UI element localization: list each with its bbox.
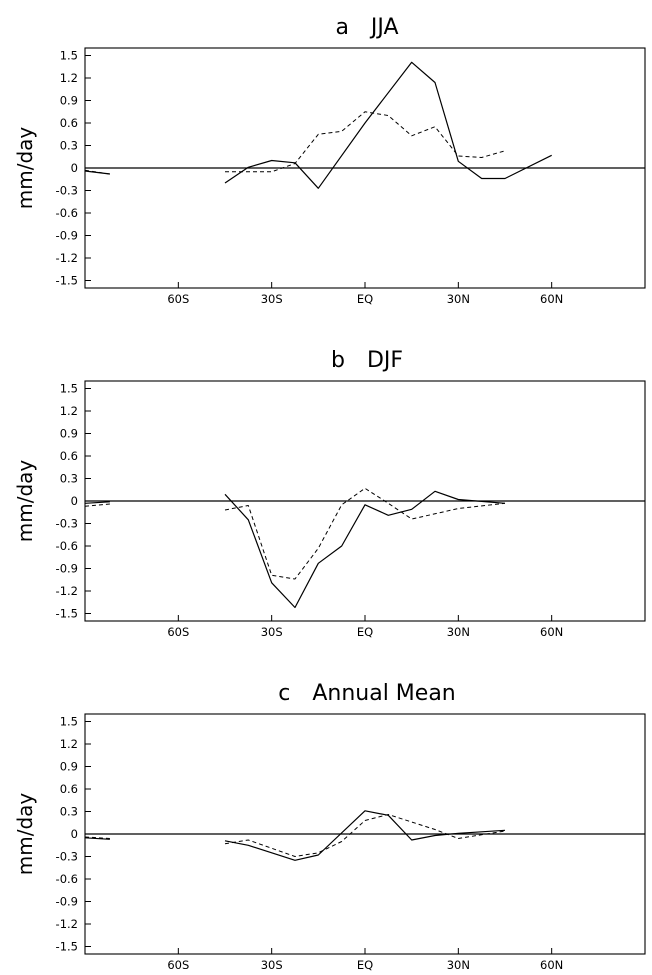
y-tick-label: -0.9 [56,229,78,243]
series-line-solid [84,170,110,175]
y-tick-label: -1.2 [56,584,78,598]
y-tick-label: -1.5 [56,940,78,954]
series-line-solid [224,810,506,861]
y-axis-label: mm/day [13,460,37,543]
panel-c: c Annual Mean mm/day 1.5 1.2 0.9 0.6 0.3 0 -0.3 -0… [13,681,646,972]
panel-letter: b [331,348,345,373]
x-tick-label: 30N [447,958,470,972]
panel-a: a JJA mm/day 1.5 1.2 0.9 0.6 0.3 0 -0.3 -0.6 -0.9 -1… [13,15,646,306]
y-axis-label: mm/day [13,127,37,210]
panel-title-text: DJF [367,348,403,373]
y-tick-label: 1.5 [60,715,78,729]
y-tick-label: 0 [71,494,78,508]
x-tick-label: 30S [261,625,283,639]
panel-title: c Annual Mean [278,681,456,706]
y-tick-label: -1.5 [56,607,78,621]
y-tick-label: 1.5 [60,49,78,63]
series-line-dashed [224,487,506,580]
y-tick-label: -0.6 [56,206,78,220]
series-line-dashed [224,814,506,857]
x-tick-label: 60S [167,625,189,639]
x-tick-label: 60N [540,958,563,972]
y-tick-label: -0.6 [56,872,78,886]
y-tick-label: 0.3 [60,139,78,153]
x-tick-label: 30N [447,625,470,639]
y-tick-label: 0.9 [60,760,78,774]
y-tick-label: -0.9 [56,895,78,909]
y-tick-label: 1.2 [60,737,78,751]
y-tick-label: -1.5 [56,274,78,288]
y-tick-label: 0 [71,161,78,175]
y-tick-label: 0 [71,827,78,841]
y-tick-label: 0.3 [60,472,78,486]
series-line-solid [224,490,506,609]
y-tick-label: 1.5 [60,382,78,396]
x-tick-label: EQ [357,958,373,972]
x-tick-label: 60N [540,292,563,306]
y-tick-label: 0.9 [60,427,78,441]
series-line-dashed [84,503,110,507]
y-tick-label: -0.3 [56,850,78,864]
y-tick-label: -0.6 [56,539,78,553]
y-tick-label: 0.9 [60,94,78,108]
x-tick-label: EQ [357,292,373,306]
y-tick-label: 0.3 [60,805,78,819]
y-tick-label: -1.2 [56,917,78,931]
panel-title-text: Annual Mean [312,681,455,706]
x-tick-label: 30N [447,292,470,306]
y-tick-label: 0.6 [60,116,78,130]
panel-title: b DJF [331,348,403,373]
series-line-solid [224,61,552,189]
y-tick-label: 0.6 [60,449,78,463]
x-tick-label: 60S [167,958,189,972]
series-line-dashed [225,111,506,173]
panel-letter: c [278,681,290,706]
series-line-solid [84,501,110,504]
y-tick-label: 1.2 [60,404,78,418]
y-axis-label: mm/day [13,793,37,876]
panel-b: b DJF mm/day 1.5 1.2 0.9 0.6 0.3 0 -0.3 -0.6 -0.9 -1… [13,348,646,639]
x-tick-label: EQ [357,625,373,639]
panel-title: a JJA [335,15,398,40]
panel-letter: a [335,15,348,40]
y-tick-label: 1.2 [60,71,78,85]
y-tick-label: -0.3 [56,517,78,531]
panel-title-text: JJA [369,15,399,40]
y-tick-label: 0.6 [60,782,78,796]
y-tick-label: -1.2 [56,251,78,265]
y-tick-label: -0.3 [56,184,78,198]
x-tick-label: 30S [261,292,283,306]
x-tick-label: 60S [167,292,189,306]
y-tick-label: -0.9 [56,562,78,576]
x-tick-label: 60N [540,625,563,639]
series-line-solid [84,837,110,840]
x-tick-label: 30S [261,958,283,972]
